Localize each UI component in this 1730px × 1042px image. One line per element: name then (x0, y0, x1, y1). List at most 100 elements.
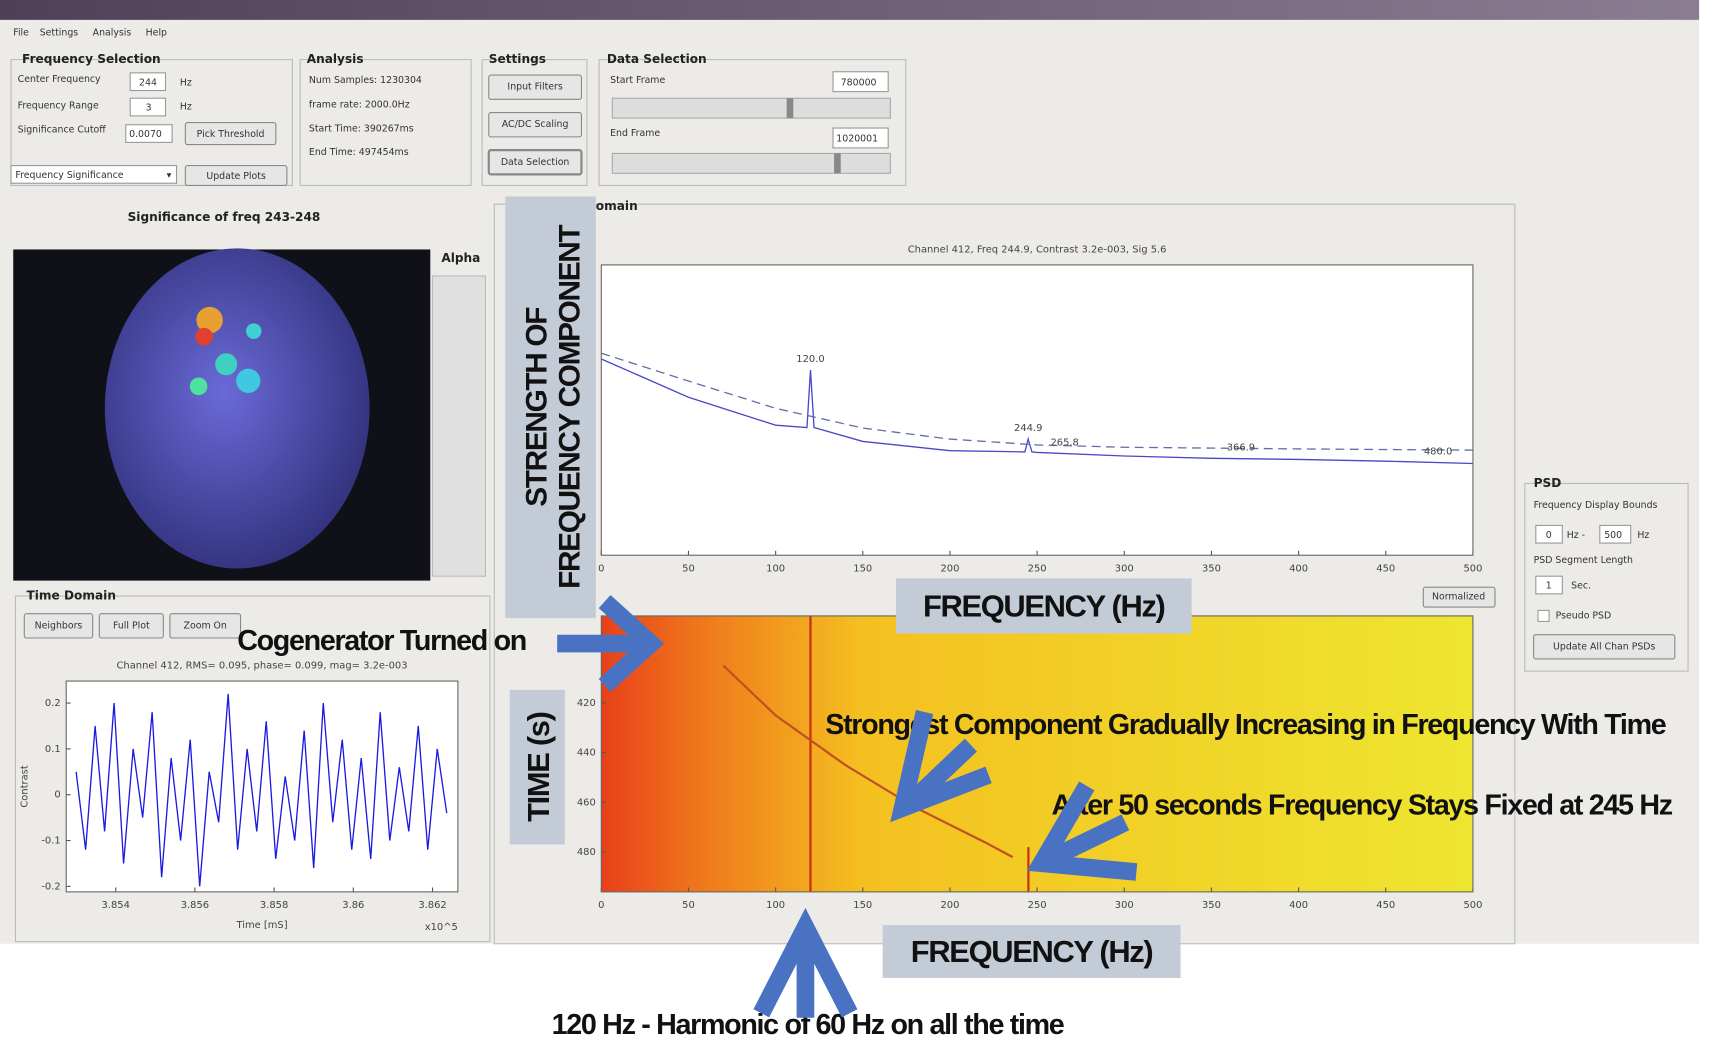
button-label: Update Plots (206, 171, 266, 182)
label: Alpha (441, 251, 480, 265)
y-tick-label: 0.2 (45, 698, 61, 709)
info-line: frame rate: 2000.0Hz (309, 99, 410, 110)
button-label: AC/DC Scaling (502, 119, 569, 130)
input-value: 1 (1546, 581, 1552, 592)
group-title: Analysis (307, 52, 364, 66)
y-tick-label: -0.2 (41, 881, 60, 892)
slider[interactable] (612, 153, 890, 173)
hotspot (236, 369, 260, 393)
alpha-slider[interactable] (433, 276, 486, 576)
x-tick-label: 300 (1115, 563, 1134, 574)
x-tick-label: 150 (853, 900, 872, 911)
annotation: STRENGTH OF (520, 307, 553, 507)
group-title: omain (596, 199, 638, 213)
slider-thumb[interactable] (787, 98, 794, 118)
input-value: 244 (139, 77, 157, 88)
y-tick-label: 480 (577, 847, 596, 858)
x-axis-label: Time [mS] (235, 920, 287, 931)
slider[interactable] (612, 98, 890, 118)
input-value: 0 (1546, 530, 1552, 541)
significance-panel: Significance of freq 243-248 Alpha (13, 210, 485, 581)
x-tick-label: 200 (940, 563, 959, 574)
input-value: 0.0070 (129, 129, 162, 140)
peak-label: 120.0 (796, 354, 824, 365)
x-tick-label: 3.862 (418, 900, 446, 911)
menu-item[interactable]: Settings (40, 28, 79, 39)
x-tick-label: 450 (1376, 900, 1395, 911)
info-line: Start Time: 390267ms (309, 124, 414, 135)
x-tick-label: 50 (682, 563, 695, 574)
button-label: Pick Threshold (197, 129, 265, 140)
annotation: FREQUENCY (Hz) (911, 934, 1153, 969)
label: PSD Segment Length (1534, 555, 1633, 566)
x-tick-label: 0 (598, 900, 604, 911)
group-title: Data Selection (607, 52, 707, 66)
input-value: 1020001 (836, 134, 878, 145)
group-title: Time Domain (26, 589, 115, 603)
x-exponent: x10^5 (425, 922, 458, 933)
panel-title: Significance of freq 243-248 (128, 210, 321, 224)
x-tick-label: 350 (1202, 563, 1221, 574)
brain (105, 248, 370, 568)
label: Frequency Display Bounds (1534, 500, 1658, 511)
annotation: After 50 seconds Frequency Stays Fixed a… (1051, 789, 1672, 821)
unit: Hz (1637, 530, 1649, 541)
y-tick-label: 0 (54, 790, 60, 801)
info-line: End Time: 497454ms (309, 147, 409, 158)
plot-area (601, 265, 1473, 555)
group-title: PSD (1534, 476, 1562, 490)
hotspot (195, 328, 213, 346)
peak-label: 265.8 (1050, 438, 1078, 449)
x-tick-label: 350 (1202, 900, 1221, 911)
button-label: Normalized (1432, 592, 1485, 603)
y-tick-label: 460 (577, 797, 596, 808)
annotation: TIME (s) (521, 712, 556, 822)
input-value: 780000 (841, 77, 877, 88)
label: Center Frequency (18, 74, 101, 85)
x-tick-label: 400 (1289, 563, 1308, 574)
label: End Frame (610, 128, 660, 139)
x-tick-label: 3.854 (102, 900, 130, 911)
input-value: 3 (146, 103, 152, 114)
menu-item[interactable]: Analysis (93, 28, 132, 39)
peak-label: 480.0 (1424, 447, 1452, 458)
unit: Sec. (1571, 581, 1591, 592)
unit: Hz (180, 102, 192, 113)
y-axis-label: Contrast (19, 765, 30, 808)
dropdown-arrow: ▾ (167, 170, 172, 181)
screenshot: File Settings Analysis Help Frequency Se… (0, 0, 1730, 1042)
group-title: Settings (489, 52, 546, 66)
x-tick-label: 200 (940, 900, 959, 911)
button-label: Data Selection (501, 157, 570, 168)
y-tick-label: 0.1 (45, 744, 61, 755)
x-tick-label: 50 (682, 900, 695, 911)
button-label: Neighbors (35, 620, 83, 631)
menu-item[interactable]: File (13, 28, 29, 39)
x-tick-label: 3.856 (181, 900, 209, 911)
x-tick-label: 150 (853, 563, 872, 574)
group-title: Frequency Selection (22, 52, 161, 66)
slider-thumb[interactable] (834, 153, 841, 173)
x-tick-label: 3.86 (342, 900, 364, 911)
label: Frequency Range (18, 100, 99, 111)
x-tick-label: 400 (1289, 900, 1308, 911)
annotation: FREQUENCY (Hz) (923, 588, 1165, 623)
annotation: FREQUENCY COMPONENT (553, 225, 586, 589)
hotspot (215, 353, 237, 375)
y-tick-label: 440 (577, 748, 596, 759)
checkbox[interactable] (1538, 610, 1549, 621)
unit: Hz (180, 77, 192, 88)
label: Significance Cutoff (18, 125, 107, 136)
x-tick-label: 300 (1115, 900, 1134, 911)
x-tick-label: 250 (1028, 900, 1047, 911)
x-tick-label: 250 (1028, 563, 1047, 574)
menu-item[interactable]: Help (146, 28, 167, 39)
plot-title: Channel 412, Freq 244.9, Contrast 3.2e-0… (908, 244, 1167, 255)
spectrogram-image (601, 616, 1473, 892)
x-tick-label: 450 (1376, 563, 1395, 574)
unit: Hz - (1567, 530, 1585, 541)
page: {"menu": ["File", "Settings", "Analysis"… (0, 0, 1730, 1042)
y-tick-label: 420 (577, 698, 596, 709)
peak-label: 244.9 (1014, 423, 1042, 434)
x-tick-label: 3.858 (260, 900, 288, 911)
